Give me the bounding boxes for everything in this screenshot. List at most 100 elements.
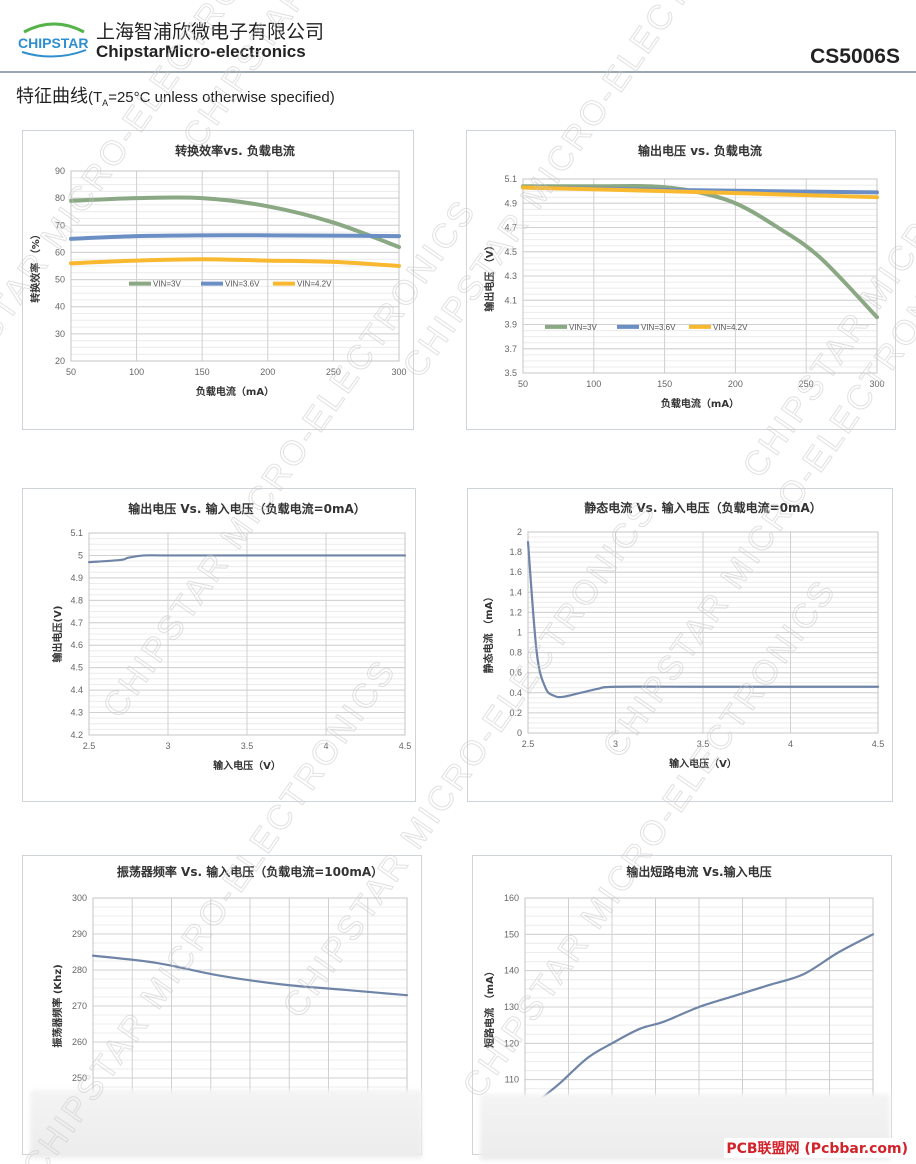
footer-source-badge: PCB联盟网 (Pcbbar.com) (724, 1138, 910, 1158)
blurred-axis-left (30, 1090, 422, 1158)
chart-title: 转换效率vs. 负载电流 (175, 143, 295, 158)
y-tick-label: 20 (55, 356, 65, 366)
section-title-cn: 特征曲线 (16, 86, 88, 107)
y-tick-label: 5.1 (504, 174, 517, 184)
x-tick-label: 3.5 (241, 741, 254, 751)
chart-vout-vin-panel: 4.2 4.3 4.4 4.5 4.6 4.7 4.8 4.9 5 5.1 2.5 3 3.5 4 4.5 输… (22, 488, 416, 802)
x-tick-label: 300 (869, 379, 884, 389)
x-axis-label: 负载电流（mA） (661, 397, 739, 410)
y-tick-label: 30 (55, 329, 65, 339)
y-tick-label: 110 (505, 1075, 519, 1085)
y-tick-label: 150 (504, 929, 519, 939)
plot-frame (522, 178, 878, 374)
company-name-en: ChipstarMicro-electronics (96, 42, 306, 61)
x-tick-label: 100 (586, 379, 601, 389)
y-tick-label: 2 (517, 527, 522, 537)
plot-frame (527, 531, 879, 734)
note-subscript: A (102, 98, 109, 108)
y-tick-label: 0.4 (509, 688, 522, 698)
y-tick-label: 1.2 (509, 607, 522, 617)
section-note: (TA=25°C unless otherwise specified) (88, 89, 335, 108)
y-tick-label: 1.8 (509, 547, 522, 557)
series-line-vin-3v (69, 195, 401, 249)
y-tick-label: 300 (72, 893, 87, 903)
y-tick-label: 250 (72, 1073, 87, 1083)
part-number: CS5006S (810, 45, 900, 68)
series-line-vin-4-2v (69, 257, 401, 268)
y-tick-label: 4.1 (504, 295, 517, 305)
x-tick-label: 3.5 (697, 739, 710, 749)
y-axis-label: 输出电压 （V） (483, 240, 496, 311)
y-axis-label: 短路电流 （mA） (483, 966, 496, 1048)
y-tick-label: 4.6 (70, 640, 83, 650)
y-tick-label: 3.9 (504, 320, 517, 330)
chart-iq-vin: 0 0.2 0.4 0.6 0.8 1 1.2 1.4 1.6 1.8 2 2.5 3 3.5 4 4.5 静态… (482, 500, 885, 770)
x-tick-label: 4.5 (872, 739, 885, 749)
y-tick-label: 4.9 (504, 198, 517, 208)
company-name-cn: 上海智浦欣微电子有限公司 (96, 21, 325, 43)
series-line-curve (91, 954, 409, 997)
plot-frame (88, 532, 406, 736)
logo-arc-icon (23, 22, 85, 34)
chart-vout-load-panel: 3.5 3.7 3.9 4.1 4.3 4.5 4.7 4.9 5.1 50 100 150 200 25… (466, 130, 896, 430)
header-divider (0, 71, 916, 73)
chipstar-logo: CHIPSTAR (18, 22, 89, 58)
legend-label: VIN=3.6V (225, 280, 260, 289)
chart-title: 静态电流 Vs. 输入电压（负载电流=0mA） (584, 500, 822, 515)
chart-title: 振荡器频率 Vs. 输入电压（负载电流=100mA） (117, 864, 383, 879)
y-tick-label: 4.4 (70, 685, 83, 695)
y-tick-label: 4.3 (504, 271, 517, 281)
note-suffix: =25°C unless otherwise specified) (108, 89, 335, 106)
chart-efficiency: 20 30 40 50 60 70 80 90 50 100 150 200 250 300 VIN=3V V… (29, 143, 407, 398)
x-tick-label: 200 (260, 367, 275, 377)
series-line-curve (526, 540, 880, 699)
y-tick-label: 4.2 (70, 730, 83, 740)
logo-text: CHIPSTAR (18, 35, 89, 51)
y-tick-label: 4.5 (504, 247, 517, 257)
y-tick-label: 40 (55, 302, 65, 312)
section-title: 特征曲线(TA=25°C unless otherwise specified) (16, 82, 335, 108)
y-axis-label: 静态电流 （mA） (482, 592, 495, 674)
chart-vout-load: 3.5 3.7 3.9 4.1 4.3 4.5 4.7 4.9 5.1 50 100 150 200 25… (483, 143, 885, 410)
x-axis-label: 输入电压（V） (669, 757, 737, 770)
x-tick-label: 50 (518, 379, 528, 389)
y-tick-label: 4.7 (70, 618, 83, 628)
legend-label: VIN=3V (153, 280, 181, 289)
x-tick-label: 150 (195, 367, 210, 377)
x-axis-label: 输入电压（V） (213, 759, 281, 772)
y-tick-label: 50 (55, 275, 65, 285)
series-line-vin-3v (521, 183, 879, 320)
y-tick-label: 4.7 (504, 223, 517, 233)
x-tick-label: 3 (165, 741, 170, 751)
x-tick-label: 250 (799, 379, 814, 389)
y-tick-label: 160 (504, 893, 519, 903)
y-tick-label: 3.7 (504, 344, 517, 354)
y-tick-label: 1 (517, 628, 522, 638)
y-tick-label: 260 (72, 1037, 87, 1047)
x-tick-label: 3 (613, 739, 618, 749)
y-tick-label: 80 (55, 193, 65, 203)
x-tick-label: 2.5 (522, 739, 535, 749)
x-tick-label: 2.5 (83, 741, 96, 751)
y-tick-label: 4.9 (70, 573, 83, 583)
series-line-vin-4-2v (521, 185, 879, 200)
y-tick-label: 120 (504, 1038, 519, 1048)
chart-vout-vin: 4.2 4.3 4.4 4.5 4.6 4.7 4.8 4.9 5 5.1 2.5 3 3.5 4 4.5 输… (51, 501, 411, 772)
y-tick-label: 1.6 (509, 567, 522, 577)
y-tick-label: 0.2 (509, 708, 522, 718)
y-tick-label: 1.4 (509, 587, 522, 597)
chart-iq-vin-panel: 0 0.2 0.4 0.6 0.8 1 1.2 1.4 1.6 1.8 2 2.5 3 3.5 4 4.5 静态… (467, 488, 893, 802)
series-line-vin-3-6v (69, 233, 401, 241)
y-tick-label: 0.8 (509, 648, 522, 658)
y-tick-label: 4.8 (70, 595, 83, 605)
legend-label: VIN=3.6V (641, 323, 676, 332)
y-tick-label: 290 (72, 929, 87, 939)
legend-label: VIN=4.2V (713, 323, 748, 332)
series-line-curve (523, 933, 875, 1118)
chart-title: 输出电压 Vs. 输入电压（负载电流=0mA） (128, 501, 366, 516)
y-axis-label: 振荡器频率 (Khz) (51, 964, 64, 1047)
y-axis-label: 输出电压(V) (51, 606, 64, 663)
logo-swoosh-icon (21, 49, 87, 58)
chart-title: 输出电压 vs. 负载电流 (638, 143, 762, 158)
y-tick-label: 5 (78, 550, 83, 560)
